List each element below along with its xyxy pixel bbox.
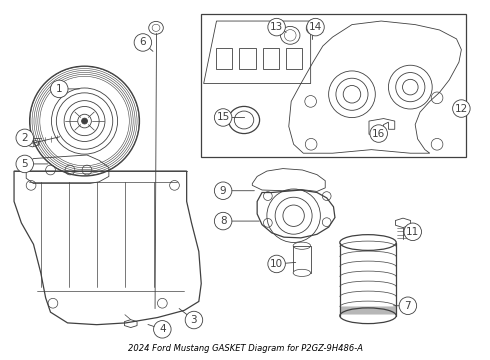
Text: 15: 15 [217,112,230,122]
Circle shape [404,223,421,240]
Text: 2: 2 [22,133,28,143]
Text: 9: 9 [220,186,226,196]
Text: 13: 13 [270,22,283,32]
Text: 14: 14 [309,22,322,32]
Ellipse shape [293,269,311,276]
Circle shape [214,109,232,126]
Bar [286,48,302,69]
Circle shape [370,125,388,142]
Bar [201,14,466,157]
Text: 1: 1 [56,84,63,94]
Circle shape [399,297,416,315]
Circle shape [153,320,171,338]
Text: 12: 12 [455,104,468,113]
Text: 7: 7 [405,301,411,311]
Text: 3: 3 [191,315,197,325]
Circle shape [82,118,88,124]
Circle shape [214,182,232,199]
Circle shape [214,212,232,230]
Bar [239,48,256,69]
Ellipse shape [234,111,254,129]
Circle shape [268,18,285,36]
Text: 16: 16 [372,129,385,139]
Text: 10: 10 [270,259,283,269]
Text: 6: 6 [140,37,146,48]
Circle shape [453,100,470,117]
Circle shape [134,34,151,51]
Circle shape [50,80,68,98]
Bar [263,48,279,69]
Text: 2024 Ford Mustang GASKET Diagram for P2GZ-9H486-A: 2024 Ford Mustang GASKET Diagram for P2G… [127,344,363,353]
Circle shape [185,311,203,329]
Circle shape [16,155,33,173]
Text: 8: 8 [220,216,226,226]
Text: 11: 11 [406,227,419,237]
Text: 4: 4 [159,324,166,334]
Bar [216,48,232,69]
Circle shape [268,255,285,273]
Bar [293,246,311,273]
Text: 5: 5 [22,159,28,169]
Circle shape [307,18,324,36]
Circle shape [16,129,33,147]
Ellipse shape [152,24,160,31]
